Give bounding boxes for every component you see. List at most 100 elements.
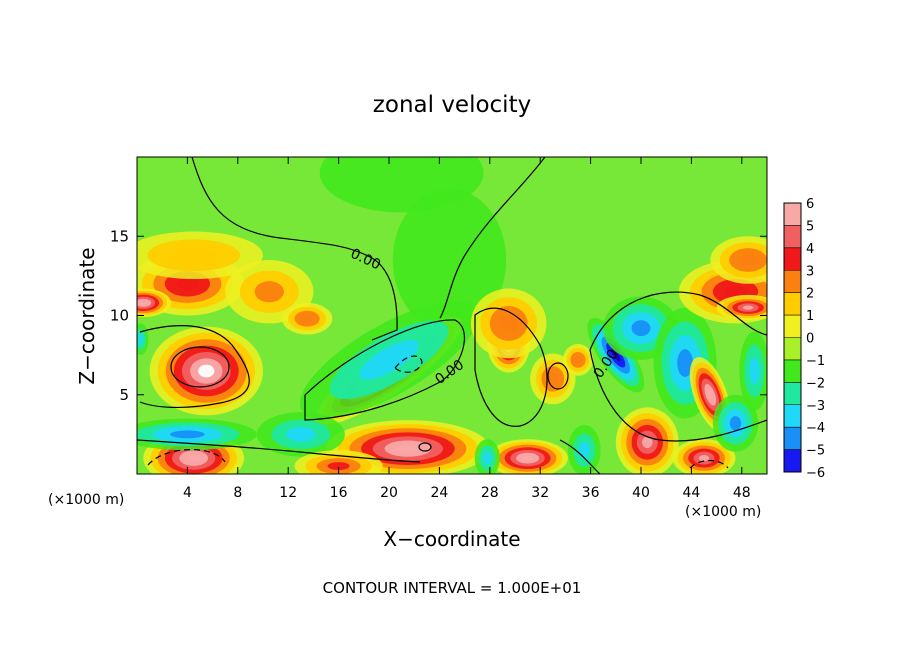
colorbar-label: 0 — [806, 332, 814, 347]
contour-line — [137, 439, 421, 463]
velocity-level — [631, 320, 651, 337]
velocity-anomaly — [615, 407, 679, 474]
velocity-level — [749, 357, 760, 385]
contour-line — [147, 449, 226, 466]
colorbar-label: 6 — [806, 197, 814, 212]
colorbar-label: −5 — [806, 444, 825, 459]
velocity-level — [707, 389, 714, 401]
velocity-anomaly — [392, 188, 507, 332]
velocity-anomaly — [567, 424, 601, 474]
velocity-anomaly — [319, 157, 484, 213]
velocity-level — [139, 300, 148, 305]
velocity-level — [138, 333, 144, 345]
velocity-anomaly — [470, 288, 547, 359]
contour-line — [559, 439, 601, 474]
x-tick-label: 16 — [330, 485, 348, 501]
velocity-level — [677, 349, 693, 377]
x-tick-label: 8 — [233, 485, 242, 501]
colorbar: 6 5 4 3 2 1 0 −1 −2 −3 −4 −5 −6 — [783, 191, 825, 481]
colorbar-segment — [784, 247, 801, 271]
velocity-anomaly — [137, 231, 263, 280]
velocity-level — [483, 451, 492, 465]
velocity-level — [170, 247, 217, 264]
colorbar-label: 5 — [806, 219, 814, 234]
colorbar-label: 1 — [806, 309, 814, 324]
velocity-anomaly — [672, 439, 736, 474]
velocity-field — [137, 157, 767, 474]
contour-line — [170, 346, 230, 388]
y-tick-label: 10 — [110, 307, 129, 325]
velocity-level — [176, 277, 199, 291]
x-tick-label: 36 — [582, 485, 600, 501]
colorbar-label: −4 — [806, 421, 825, 436]
velocity-level — [574, 355, 582, 364]
velocity-level — [170, 430, 205, 439]
colorbar-segment — [784, 404, 801, 428]
velocity-anomaly — [299, 301, 479, 419]
contour-line — [304, 319, 465, 421]
colorbar-segment — [784, 382, 801, 405]
colorbar-label: 2 — [806, 287, 814, 302]
x-tick-label: 12 — [279, 485, 297, 501]
velocity-anomaly — [256, 412, 345, 457]
velocity-anomaly — [587, 317, 645, 393]
velocity-anomaly — [149, 326, 263, 416]
velocity-anomaly — [562, 344, 594, 376]
colorbar-label: −2 — [806, 376, 825, 391]
x-tick-label: 4 — [183, 485, 192, 501]
zero-contours — [137, 157, 767, 474]
velocity-level — [611, 348, 621, 362]
contour-line — [547, 362, 569, 390]
colorbar-label: −6 — [806, 466, 825, 481]
x-tick-label: 20 — [380, 485, 398, 501]
x-tick-label: 32 — [531, 485, 549, 501]
colorbar-segment — [784, 315, 801, 338]
velocity-anomaly — [281, 302, 333, 335]
velocity-level — [547, 372, 559, 386]
x-tick-label: 40 — [632, 485, 650, 501]
velocity-level — [254, 281, 284, 303]
colorbar-label: 4 — [806, 242, 814, 257]
contour-line — [589, 349, 767, 442]
velocity-level — [724, 285, 747, 299]
contour-line — [589, 291, 767, 351]
x-tick-label: 44 — [682, 485, 700, 501]
x-unit-right: (×1000 m) — [685, 504, 761, 520]
colorbar-segment — [784, 270, 801, 293]
plot-area: 0.000.00 0.00 — [137, 157, 767, 474]
velocity-level — [327, 462, 350, 471]
velocity-anomaly — [739, 331, 767, 411]
velocity-anomaly — [716, 294, 767, 321]
chart-title: zonal velocity — [373, 92, 531, 118]
velocity-level — [396, 444, 420, 453]
contour-line — [394, 355, 423, 373]
colorbar-segment — [784, 359, 801, 383]
velocity-anomaly — [137, 323, 149, 356]
colorbar-segment — [784, 337, 801, 360]
velocity-level — [319, 157, 484, 213]
velocity-level — [738, 254, 758, 266]
velocity-level — [742, 305, 754, 310]
contour-line — [439, 157, 546, 319]
colorbar-segment — [784, 191, 801, 203]
velocity-anomaly — [137, 288, 172, 318]
colorbar-label: −1 — [806, 354, 825, 369]
colorbar-segment — [784, 449, 801, 472]
velocity-level — [198, 364, 215, 378]
velocity-anomaly — [137, 418, 257, 451]
x-axis: 4 8 12 16 20 24 28 32 36 40 44 48 — [183, 157, 751, 501]
velocity-anomaly — [294, 450, 383, 474]
colorbar-label: −3 — [806, 399, 825, 414]
colorbar-segment — [784, 225, 801, 248]
x-axis-title: X−coordinate — [383, 527, 520, 551]
y-tick-label: 15 — [110, 227, 129, 245]
velocity-level — [186, 454, 201, 462]
velocity-anomaly — [710, 236, 767, 284]
y-tick-label: 5 — [119, 386, 129, 404]
velocity-level — [499, 314, 519, 333]
velocity-level — [578, 441, 590, 459]
x-tick-label: 24 — [430, 485, 448, 501]
y-axis: 5 10 15 — [110, 227, 767, 404]
velocity-level — [521, 455, 534, 461]
